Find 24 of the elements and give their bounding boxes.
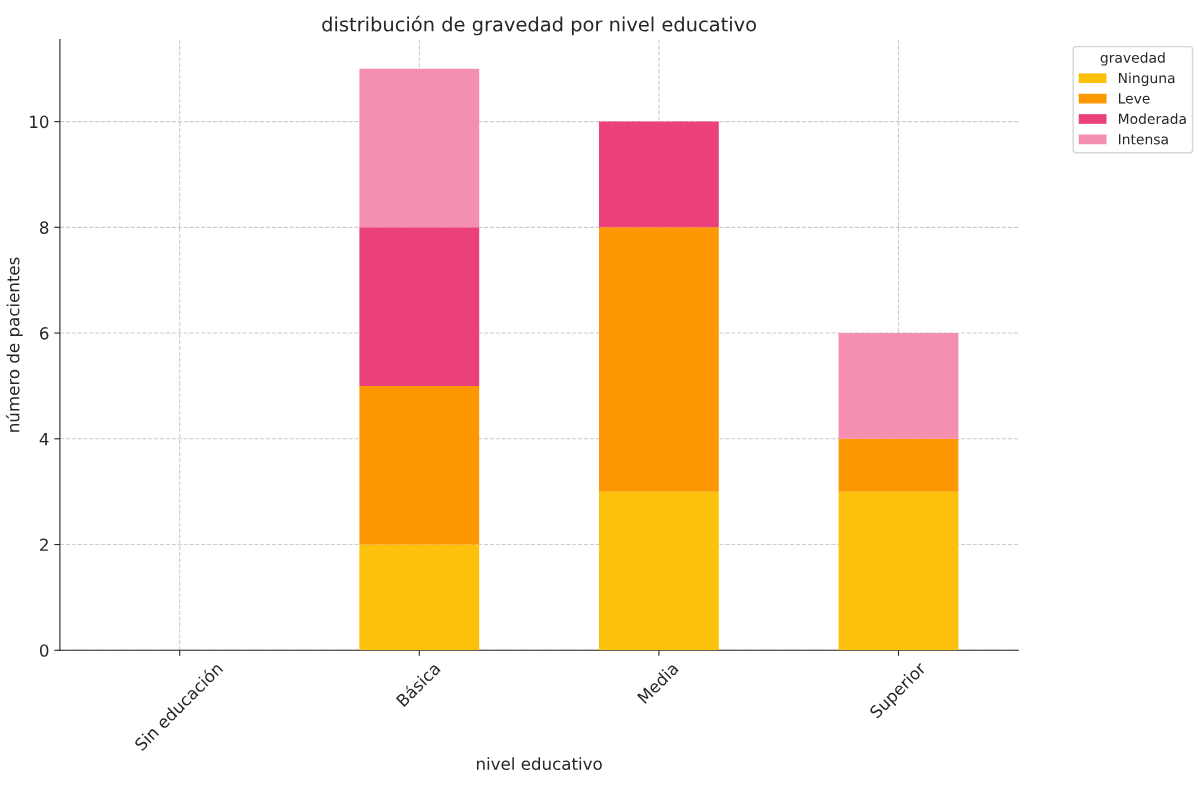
x-axis-title: nivel educativo xyxy=(476,757,602,771)
bar xyxy=(838,491,959,651)
bar xyxy=(599,491,719,651)
bar xyxy=(359,68,480,228)
legend-title: gravedad xyxy=(1100,52,1165,66)
bar xyxy=(838,333,959,439)
bar xyxy=(838,438,959,492)
bar xyxy=(599,121,719,228)
legend-label: Moderada xyxy=(1118,113,1186,125)
y-tick-label: 8 xyxy=(40,221,49,234)
legend-label: Ninguna xyxy=(1118,72,1175,86)
y-tick-label: 10 xyxy=(30,115,49,129)
y-tick-label: 2 xyxy=(40,538,48,551)
bar xyxy=(359,385,480,545)
bar xyxy=(599,227,719,492)
chart-title: distribución de gravedad por nivel educativo xyxy=(322,15,756,36)
legend-label: Leve xyxy=(1118,93,1150,104)
y-tick-label: 4 xyxy=(39,432,49,446)
bar xyxy=(359,227,480,386)
y-axis-title: número de pacientes xyxy=(5,257,23,432)
bar xyxy=(359,544,480,651)
legend-label: Intensa xyxy=(1118,134,1168,145)
y-tick-label: 6 xyxy=(40,327,49,340)
y-tick-label: 0 xyxy=(39,644,49,657)
